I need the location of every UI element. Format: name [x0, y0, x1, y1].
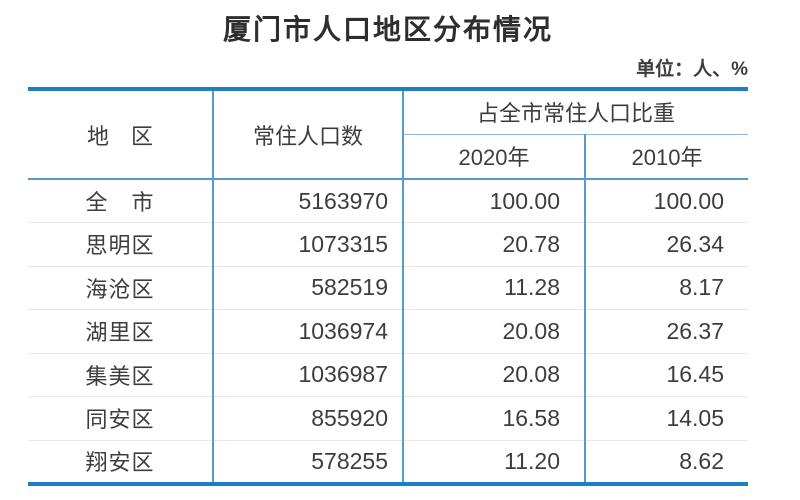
cell-population: 578255 [212, 439, 403, 484]
column-header-2020: 2020年 [402, 134, 585, 179]
cell-population: 1036974 [212, 309, 403, 353]
cell-region: 思明区 [28, 222, 213, 266]
column-header-2010: 2010年 [583, 134, 749, 179]
cell-share-2020: 20.08 [402, 309, 585, 353]
cell-population: 5163970 [212, 179, 403, 223]
cell-share-2020: 20.78 [402, 222, 585, 266]
cell-share-2020: 11.20 [402, 439, 585, 484]
cell-share-2010: 26.34 [583, 222, 749, 266]
column-header-population: 常住人口数 [212, 89, 403, 179]
table-header: 地 区 常住人口数 占全市常住人口比重 2020年 2010年 [28, 89, 749, 179]
page-title: 厦门市人口地区分布情况 [222, 14, 553, 45]
cell-population: 855920 [212, 396, 403, 440]
cell-population: 1073315 [212, 222, 403, 266]
table-row: 全 市 5163970 100.00 100.00 [28, 179, 749, 223]
cell-share-2010: 100.00 [583, 179, 749, 223]
table-row: 湖里区 1036974 20.08 26.37 [28, 309, 749, 353]
table-row: 思明区 1073315 20.78 26.34 [28, 222, 749, 266]
table-row: 翔安区 578255 11.20 8.62 [28, 439, 749, 484]
table-row: 海沧区 582519 11.28 8.17 [28, 265, 749, 310]
column-header-share-group: 占全市常住人口比重 [401, 89, 749, 135]
cell-share-2010: 14.05 [583, 396, 749, 440]
cell-region: 集美区 [28, 352, 213, 397]
population-table: 地 区 常住人口数 占全市常住人口比重 2020年 2010年 全 市 5163… [28, 87, 749, 486]
cell-region: 湖里区 [28, 309, 213, 353]
cell-share-2010: 26.37 [583, 309, 749, 353]
unit-label: 单位：人、% [636, 59, 748, 80]
cell-share-2010: 8.17 [583, 265, 749, 310]
cell-share-2020: 100.00 [402, 179, 585, 223]
cell-population: 582519 [212, 265, 403, 310]
cell-region: 全 市 [85, 190, 155, 215]
table-row: 集美区 1036987 20.08 16.45 [28, 352, 749, 397]
cell-share-2010: 8.62 [583, 439, 749, 484]
cell-share-2020: 11.28 [402, 265, 585, 310]
column-header-region: 地 区 [86, 123, 153, 149]
cell-share-2010: 16.45 [583, 352, 749, 397]
cell-share-2020: 16.58 [402, 396, 585, 440]
cell-share-2020: 20.08 [402, 352, 585, 397]
table-body: 全 市 5163970 100.00 100.00 思明区 1073315 20… [28, 179, 749, 484]
cell-region: 翔安区 [28, 439, 213, 484]
table-row: 同安区 855920 16.58 14.05 [28, 396, 749, 440]
cell-region: 同安区 [28, 396, 213, 440]
cell-population: 1036987 [212, 352, 403, 397]
cell-region: 海沧区 [28, 265, 213, 310]
